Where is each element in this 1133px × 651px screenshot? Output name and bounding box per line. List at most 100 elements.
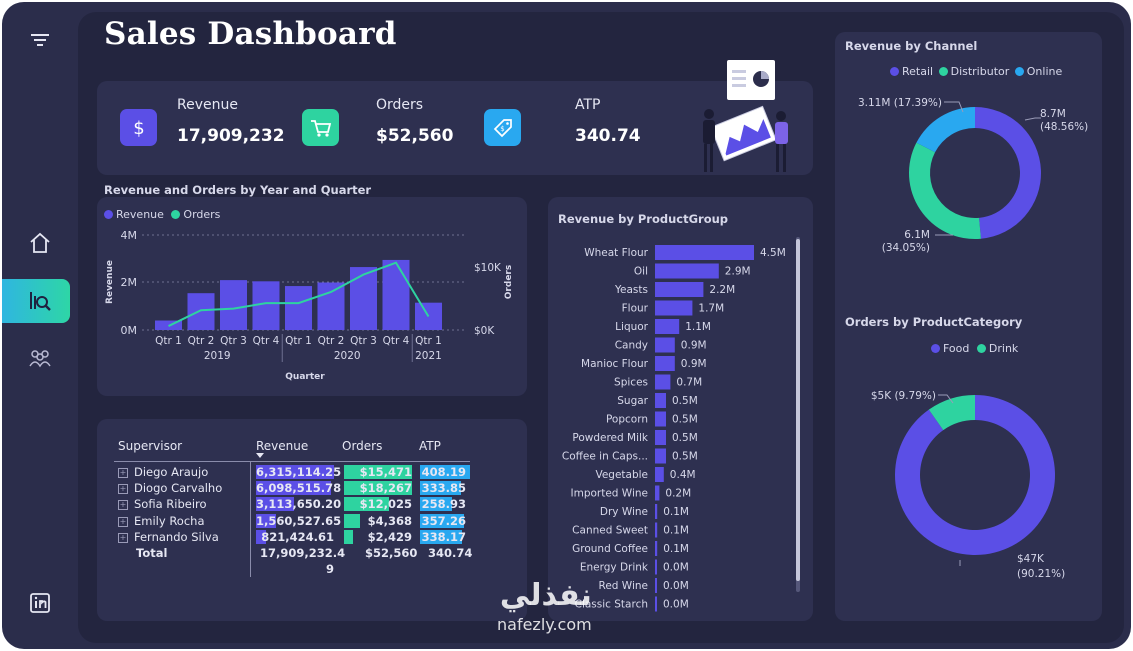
orders-line: [168, 261, 430, 327]
product-group-value: 1.1M: [685, 321, 711, 333]
donut-slice-drink[interactable]: [928, 395, 975, 431]
revenue-bar[interactable]: [382, 259, 410, 330]
product-group-bar[interactable]: [655, 596, 657, 612]
y-tick-4m: 4M: [121, 229, 138, 242]
expand-icon[interactable]: +: [118, 484, 128, 495]
product-group-bar[interactable]: [655, 504, 658, 519]
atp-cell: 408.19: [421, 465, 466, 479]
donut-slice-online[interactable]: [916, 107, 975, 153]
revenue-cell: 6,315,114.25: [256, 465, 342, 479]
orders-databar: [344, 497, 389, 512]
y-axis-label: Revenue: [105, 260, 115, 304]
scrollbar-thumb[interactable]: [796, 239, 800, 581]
orders-cell: $18,267: [359, 481, 412, 496]
expand-icon[interactable]: +: [118, 516, 128, 527]
svg-text:$: $: [133, 118, 144, 139]
sort-desc-icon[interactable]: [256, 453, 264, 458]
revenue-databar: [256, 481, 332, 496]
team-icon[interactable]: [27, 345, 53, 371]
kpi-atp-label: ATP: [575, 97, 601, 113]
product-group-bar[interactable]: [655, 263, 719, 279]
product-group-bar[interactable]: [655, 430, 666, 445]
product-group-label: Ground Coffee: [572, 543, 648, 555]
donut-slice-retail[interactable]: [975, 107, 1042, 239]
table-row[interactable]: + Diogo Carvalho 6,098,515.78 $18,267 333.85: [108, 480, 478, 496]
table-row[interactable]: + Emily Rocha 1,560,527.65 $4,368 357.26: [108, 513, 478, 529]
header-revenue[interactable]: Revenue: [256, 439, 309, 453]
product-group-bar[interactable]: [655, 393, 666, 408]
total-orders: $52,560: [365, 546, 418, 560]
channel-label-retail: 8.7M (48.56%): [1040, 108, 1088, 133]
header-supervisor[interactable]: Supervisor: [118, 439, 183, 453]
product-group-bar[interactable]: [655, 485, 660, 501]
product-group-bar[interactable]: [655, 411, 666, 427]
product-group-bar[interactable]: [655, 337, 675, 353]
table-row[interactable]: + Sofia Ribeiro 3,113,650.20 $12,025 258.93: [108, 496, 478, 512]
product-group-label: Energy Drink: [580, 562, 649, 574]
expand-icon[interactable]: +: [118, 532, 128, 543]
product-group-value: 0.9M: [681, 358, 707, 370]
product-group-bar[interactable]: [655, 356, 675, 371]
watermark-arabic: نفذلي: [499, 578, 592, 613]
revenue-bar[interactable]: [285, 286, 312, 330]
orders-databar: [344, 481, 412, 496]
right-panel: [835, 32, 1102, 621]
product-group-bar[interactable]: [655, 522, 658, 538]
expand-icon[interactable]: +: [118, 468, 128, 478]
header-atp[interactable]: ATP: [419, 439, 441, 453]
product-group-label: Canned Sweet: [572, 525, 648, 537]
product-group-label: Coffee in Caps...: [562, 451, 648, 463]
home-icon[interactable]: [27, 230, 53, 256]
linkedin-icon[interactable]: [27, 590, 53, 616]
y-tick-0m: 0M: [121, 324, 138, 337]
expand-icon[interactable]: +: [118, 500, 128, 511]
product-group-bar[interactable]: [655, 282, 704, 297]
product-group-bar[interactable]: [655, 541, 658, 556]
filter-icon[interactable]: [27, 27, 53, 53]
revenue-bar[interactable]: [220, 280, 247, 330]
product-group-label: Red Wine: [599, 580, 648, 592]
legend-orders: Orders: [183, 208, 221, 221]
x-tick-quarter: Qtr 3: [220, 335, 247, 347]
product-group-value: 0.1M: [663, 506, 689, 518]
dollar-icon: $: [120, 109, 157, 146]
table-row[interactable]: + Diego Araujo 6,315,114.25 $15,471 408.19: [108, 464, 478, 480]
product-group-bar[interactable]: [655, 374, 671, 390]
product-group-label: Liquor: [615, 321, 649, 333]
atp-cell: 258.93: [421, 497, 466, 512]
revenue-bar[interactable]: [317, 282, 345, 331]
atp-databar: [420, 529, 462, 544]
revenue-bar[interactable]: [252, 281, 280, 330]
product-group-bar[interactable]: [655, 300, 693, 316]
product-group-value: 0.0M: [663, 580, 689, 592]
header-orders[interactable]: Orders: [342, 439, 383, 453]
product-group-value: 0.5M: [672, 451, 698, 463]
legend-drink-dot: [976, 344, 986, 353]
product-group-bar[interactable]: [655, 467, 664, 482]
header-divider: [114, 461, 470, 462]
revenue-bar[interactable]: [350, 267, 377, 330]
x-tick-quarter: Qtr 2: [318, 335, 345, 347]
product-group-bar[interactable]: [655, 448, 666, 464]
category-label-drink: $5K (9.79%): [871, 390, 936, 402]
atp-cell: 333.85: [421, 481, 466, 496]
product-group-value: 0.5M: [672, 414, 698, 426]
table-row[interactable]: + Fernando Silva 821,424.61 $2,429 338.17: [108, 529, 478, 545]
product-group-bar[interactable]: [655, 559, 657, 575]
combo-chart-title: Revenue and Orders by Year and Quarter: [104, 183, 372, 197]
kpi-revenue-label: Revenue: [177, 97, 238, 113]
revenue-bar[interactable]: [187, 293, 215, 330]
product-group-label: Classic Starch: [575, 599, 648, 611]
product-group-bar[interactable]: [655, 319, 680, 334]
supervisor-name-cell: + Diogo Carvalho: [118, 481, 223, 496]
analytics-icon[interactable]: [27, 288, 53, 314]
orders-cell: $12,025: [359, 497, 412, 512]
y-tick-2m: 2M: [121, 276, 138, 289]
donut-slice-distributor[interactable]: [909, 142, 981, 239]
product-group-bar[interactable]: [655, 578, 657, 593]
orders-cell: $4,368: [367, 513, 412, 528]
category-donut-chart: $5K (9.79%) $47K (90.21%): [871, 390, 1065, 580]
category-legend: Food Drink: [931, 342, 1018, 355]
product-group-bar[interactable]: [655, 245, 754, 260]
donut-slice-food[interactable]: [895, 395, 1055, 555]
